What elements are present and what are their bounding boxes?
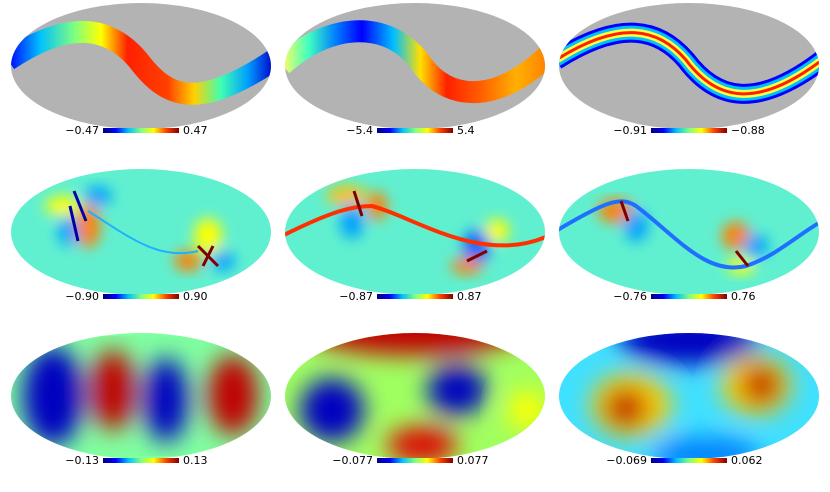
colorbar-min-label: −0.87 (339, 290, 373, 303)
colorbar: −0.077 0.077 (282, 454, 548, 470)
colorbar-min-label: −0.13 (65, 454, 99, 467)
mollweide-map (285, 3, 545, 129)
colorbar-max-label: −0.88 (731, 124, 765, 137)
colorbar-max-label: 5.4 (457, 124, 475, 137)
colorbar-gradient (103, 294, 179, 299)
colorbar: −0.91 −0.88 (556, 124, 822, 140)
colorbar-min-label: −0.91 (613, 124, 647, 137)
colorbar-gradient (651, 458, 727, 463)
map-panel-8: −0.077 0.077 (282, 330, 548, 490)
colorbar-gradient (377, 458, 453, 463)
colorbar-max-label: 0.062 (731, 454, 763, 467)
mollweide-map (11, 3, 271, 129)
colorbar: −0.13 0.13 (8, 454, 274, 470)
mollweide-map (285, 333, 545, 459)
mollweide-map (11, 169, 271, 295)
colorbar-max-label: 0.13 (183, 454, 208, 467)
colorbar: −0.90 0.90 (8, 290, 274, 306)
colorbar: −0.76 0.76 (556, 290, 822, 306)
mollweide-map (559, 333, 819, 459)
map-panel-9: −0.069 0.062 (556, 330, 822, 490)
colorbar: −0.47 0.47 (8, 124, 274, 140)
colorbar-gradient (103, 128, 179, 133)
colorbar-max-label: 0.76 (731, 290, 756, 303)
map-panel-3: −0.91 −0.88 (556, 0, 822, 160)
colorbar-gradient (103, 458, 179, 463)
colorbar: −0.87 0.87 (282, 290, 548, 306)
map-panel-7: −0.13 0.13 (8, 330, 274, 490)
colorbar-min-label: −0.069 (606, 454, 647, 467)
colorbar-min-label: −0.077 (332, 454, 373, 467)
mollweide-map (559, 3, 819, 129)
colorbar-gradient (377, 128, 453, 133)
map-panel-6: −0.76 0.76 (556, 166, 822, 326)
colorbar-max-label: 0.077 (457, 454, 489, 467)
colorbar-max-label: 0.87 (457, 290, 482, 303)
colorbar: −0.069 0.062 (556, 454, 822, 470)
colorbar-max-label: 0.47 (183, 124, 208, 137)
colorbar-min-label: −0.47 (65, 124, 99, 137)
mollweide-map (559, 169, 819, 295)
map-panel-1: −0.47 0.47 (8, 0, 274, 160)
colorbar-gradient (651, 128, 727, 133)
colorbar: −5.4 5.4 (282, 124, 548, 140)
mollweide-map (11, 333, 271, 459)
map-panel-4: −0.90 0.90 (8, 166, 274, 326)
colorbar-min-label: −0.76 (613, 290, 647, 303)
map-panel-2: −5.4 5.4 (282, 0, 548, 160)
colorbar-min-label: −0.90 (65, 290, 99, 303)
map-panel-5: −0.87 0.87 (282, 166, 548, 326)
mollweide-map (285, 169, 545, 295)
colorbar-max-label: 0.90 (183, 290, 208, 303)
colorbar-min-label: −5.4 (346, 124, 373, 137)
colorbar-gradient (651, 294, 727, 299)
colorbar-gradient (377, 294, 453, 299)
